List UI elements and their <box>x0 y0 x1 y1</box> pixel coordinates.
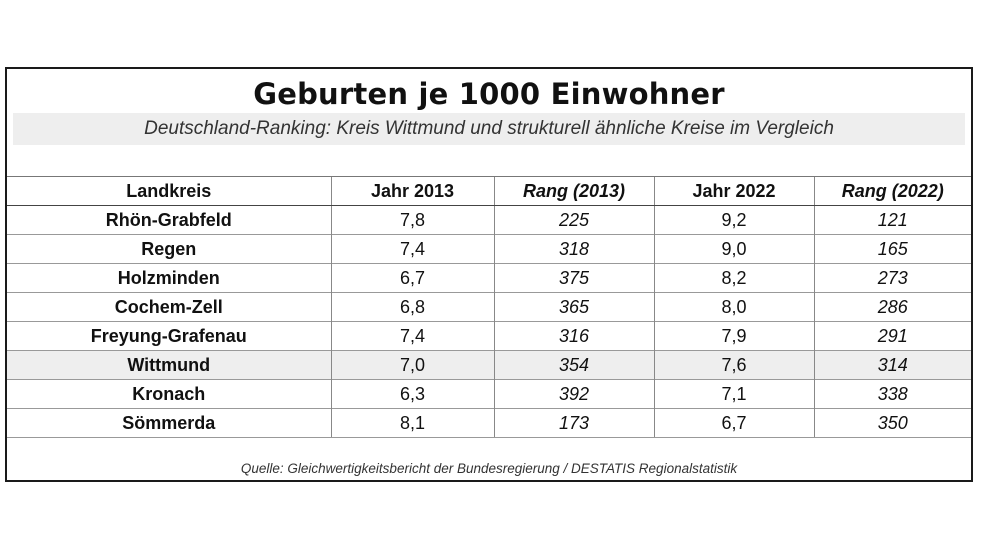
cell-rang-2013: 316 <box>493 321 654 351</box>
cell-jahr-2013: 7,8 <box>330 205 494 235</box>
table-row: Regen 7,4 318 9,0 165 <box>7 234 971 264</box>
cell-jahr-2013: 6,8 <box>330 292 494 322</box>
cell-rang-2013: 225 <box>493 205 654 235</box>
cell-jahr-2022: 8,0 <box>653 292 814 322</box>
cell-landkreis: Wittmund <box>7 350 331 380</box>
cell-landkreis: Kronach <box>7 379 331 409</box>
cell-rang-2013: 318 <box>493 234 654 264</box>
cell-rang-2022: 165 <box>813 234 971 264</box>
cell-landkreis: Regen <box>7 234 331 264</box>
cell-jahr-2013: 7,0 <box>330 350 494 380</box>
cell-rang-2022: 273 <box>813 263 971 293</box>
birth-rate-table: Landkreis Jahr 2013 Rang (2013) Jahr 202… <box>7 176 971 438</box>
column-header-rang-2013: Rang (2013) <box>493 176 654 206</box>
cell-jahr-2013: 6,7 <box>330 263 494 293</box>
cell-jahr-2022: 9,0 <box>653 234 814 264</box>
cell-jahr-2013: 6,3 <box>330 379 494 409</box>
cell-jahr-2022: 7,1 <box>653 379 814 409</box>
cell-rang-2022: 314 <box>813 350 971 380</box>
table-header-row: Landkreis Jahr 2013 Rang (2013) Jahr 202… <box>7 176 971 206</box>
page-title: Geburten je 1000 Einwohner <box>253 77 725 111</box>
cell-landkreis: Freyung-Grafenau <box>7 321 331 351</box>
cell-rang-2013: 375 <box>493 263 654 293</box>
cell-rang-2022: 121 <box>813 205 971 235</box>
cell-rang-2013: 392 <box>493 379 654 409</box>
table-row: Holzminden 6,7 375 8,2 273 <box>7 263 971 293</box>
table-row: Kronach 6,3 392 7,1 338 <box>7 379 971 409</box>
cell-rang-2013: 354 <box>493 350 654 380</box>
column-header-jahr-2022: Jahr 2022 <box>653 176 814 206</box>
cell-landkreis: Sömmerda <box>7 408 331 438</box>
cell-rang-2013: 173 <box>493 408 654 438</box>
cell-jahr-2013: 7,4 <box>330 321 494 351</box>
cell-jahr-2013: 8,1 <box>330 408 494 438</box>
cell-rang-2022: 338 <box>813 379 971 409</box>
cell-rang-2013: 365 <box>493 292 654 322</box>
cell-jahr-2022: 7,9 <box>653 321 814 351</box>
cell-jahr-2022: 9,2 <box>653 205 814 235</box>
source-note: Quelle: Gleichwertigkeitsbericht der Bun… <box>240 461 738 476</box>
cell-rang-2022: 291 <box>813 321 971 351</box>
cell-jahr-2022: 6,7 <box>653 408 814 438</box>
cell-landkreis: Rhön-Grabfeld <box>7 205 331 235</box>
subtitle: Deutschland-Ranking: Kreis Wittmund und … <box>13 113 965 145</box>
cell-jahr-2022: 8,2 <box>653 263 814 293</box>
cell-rang-2022: 286 <box>813 292 971 322</box>
table-row-highlighted: Wittmund 7,0 354 7,6 314 <box>7 350 971 380</box>
table-row: Cochem-Zell 6,8 365 8,0 286 <box>7 292 971 322</box>
cell-rang-2022: 350 <box>813 408 971 438</box>
table-frame: Geburten je 1000 Einwohner Deutschland-R… <box>5 67 973 482</box>
table-row: Sömmerda 8,1 173 6,7 350 <box>7 408 971 438</box>
cell-jahr-2022: 7,6 <box>653 350 814 380</box>
cell-jahr-2013: 7,4 <box>330 234 494 264</box>
column-header-rang-2022: Rang (2022) <box>813 176 971 206</box>
column-header-landkreis: Landkreis <box>7 176 331 206</box>
table-row: Rhön-Grabfeld 7,8 225 9,2 121 <box>7 205 971 235</box>
cell-landkreis: Cochem-Zell <box>7 292 331 322</box>
column-header-jahr-2013: Jahr 2013 <box>330 176 494 206</box>
table-row: Freyung-Grafenau 7,4 316 7,9 291 <box>7 321 971 351</box>
cell-landkreis: Holzminden <box>7 263 331 293</box>
